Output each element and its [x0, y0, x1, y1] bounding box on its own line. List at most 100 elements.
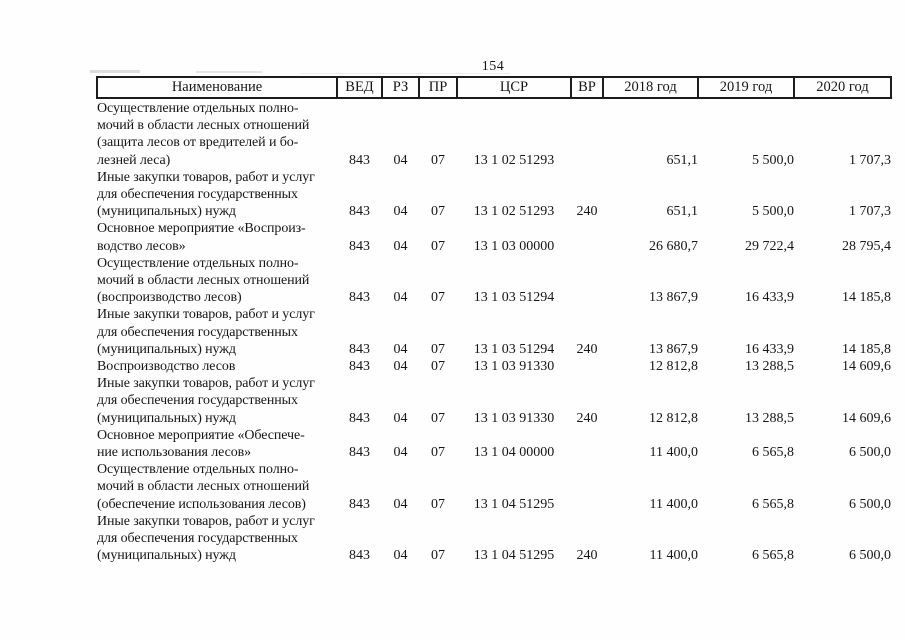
ved-cell: 843	[349, 341, 370, 357]
pr-cell: 07	[431, 204, 445, 220]
year-2019-cell: 16 433,9	[745, 290, 794, 306]
name-cell: Осуществление отдельных полно- мочий в о…	[97, 255, 310, 306]
column-header-2019: 2019 год	[697, 76, 795, 99]
year-2019-cell: 16 433,9	[745, 341, 794, 357]
csr-cell: 13 1 02 51293	[473, 204, 555, 220]
year-2019-cell: 13 288,5	[745, 410, 794, 426]
rz-cell: 04	[393, 445, 408, 461]
pr-cell: 07	[431, 445, 445, 461]
scan-artifact	[300, 73, 510, 74]
column-header-vr: ВР	[570, 76, 604, 99]
ved-cell: 843	[349, 204, 370, 220]
csr-cell: 13 1 04 00000	[473, 445, 555, 461]
table-row: Иные закупки товаров, работ и услуг для …	[97, 375, 891, 427]
table-row: Осуществление отдельных полно- мочий в о…	[97, 255, 891, 307]
year-2018-cell: 11 400,0	[649, 445, 698, 461]
csr-cell: 13 1 03 51294	[473, 341, 555, 357]
scan-artifact	[843, 97, 893, 99]
table-row: Иные закупки товаров, работ и услуг для …	[97, 169, 891, 221]
year-2019-cell: 6 565,8	[752, 445, 794, 461]
table-row: Воспроизводство лесов 843 04 07 13 1 03 …	[97, 358, 891, 375]
year-2020-cell: 6 500,0	[849, 445, 891, 461]
pr-cell: 07	[431, 548, 445, 564]
table-row: Иные закупки товаров, работ и услуг для …	[97, 306, 891, 358]
year-2018-cell: 12 812,8	[649, 359, 698, 375]
table-row: Осуществление отдельных полно- мочий в о…	[97, 461, 891, 513]
column-header-2018: 2018 год	[602, 76, 699, 99]
year-2020-cell: 1 707,3	[849, 204, 891, 220]
csr-cell: 13 1 03 00000	[473, 238, 555, 254]
table-row: Основное мероприятие «Обеспече- ние испо…	[97, 427, 891, 461]
ved-cell: 843	[349, 496, 370, 512]
pr-cell: 07	[431, 410, 445, 426]
vr-cell	[571, 427, 603, 461]
rz-cell: 04	[393, 204, 408, 220]
year-2020-cell: 6 500,0	[849, 496, 891, 512]
column-header-rz: РЗ	[381, 76, 420, 99]
rz-cell: 04	[393, 341, 408, 357]
rz-cell: 04	[393, 238, 408, 254]
rz-cell: 04	[393, 496, 408, 512]
budget-table-container: Наименование ВЕД РЗ ПР ЦСР ВР 2018 год 2…	[96, 76, 892, 564]
ved-cell: 843	[349, 152, 370, 168]
rz-cell: 04	[393, 359, 408, 375]
year-2020-cell: 6 500,0	[849, 548, 891, 564]
year-2018-cell: 26 680,7	[649, 238, 698, 254]
vr-cell	[571, 220, 603, 254]
scan-artifact	[196, 71, 262, 73]
csr-cell: 13 1 04 51295	[473, 548, 555, 564]
year-2018-cell: 13 867,9	[649, 290, 698, 306]
year-2020-cell: 14 185,8	[842, 290, 891, 306]
year-2018-cell: 11 400,0	[649, 496, 698, 512]
vr-cell: 240	[576, 548, 598, 564]
year-2018-cell: 651,1	[666, 152, 699, 168]
rz-cell: 04	[393, 290, 408, 306]
pr-cell: 07	[431, 238, 445, 254]
name-cell: Основное мероприятие «Воспроиз- водство …	[97, 221, 306, 254]
year-2020-cell: 14 609,6	[842, 359, 891, 375]
year-2018-cell: 651,1	[666, 204, 699, 220]
rz-cell: 04	[393, 548, 408, 564]
name-cell: Воспроизводство лесов	[97, 359, 236, 375]
year-2020-cell: 1 707,3	[849, 152, 891, 168]
vr-cell: 240	[576, 341, 598, 357]
vr-cell	[571, 98, 603, 169]
pr-cell: 07	[431, 359, 445, 375]
page-number: 154	[481, 59, 505, 74]
rz-cell: 04	[393, 410, 408, 426]
name-cell: Осуществление отдельных полно- мочий в о…	[97, 101, 310, 168]
table-row: Основное мероприятие «Воспроиз- водство …	[97, 220, 891, 254]
pr-cell: 07	[431, 341, 445, 357]
column-header-csr: ЦСР	[456, 76, 572, 99]
rz-cell: 04	[393, 152, 408, 168]
year-2019-cell: 29 722,4	[745, 238, 794, 254]
ved-cell: 843	[349, 359, 370, 375]
table-header-row: Наименование ВЕД РЗ ПР ЦСР ВР 2018 год 2…	[96, 76, 892, 99]
year-2018-cell: 13 867,9	[649, 341, 698, 357]
year-2020-cell: 14 609,6	[842, 410, 891, 426]
name-cell: Основное мероприятие «Обеспече- ние испо…	[97, 427, 305, 461]
name-cell: Иные закупки товаров, работ и услуг для …	[97, 513, 315, 564]
vr-cell	[571, 255, 603, 307]
column-header-ved: ВЕД	[336, 76, 383, 99]
year-2019-cell: 6 565,8	[752, 496, 794, 512]
budget-table: Наименование ВЕД РЗ ПР ЦСР ВР 2018 год 2…	[96, 76, 892, 564]
year-2018-cell: 12 812,8	[649, 410, 698, 426]
name-cell: Осуществление отдельных полно- мочий в о…	[97, 462, 310, 512]
year-2019-cell: 6 565,8	[752, 548, 794, 564]
csr-cell: 13 1 03 91330	[473, 359, 555, 375]
name-cell: Иные закупки товаров, работ и услуг для …	[97, 376, 315, 426]
year-2018-cell: 11 400,0	[649, 548, 698, 564]
year-2020-cell: 14 185,8	[842, 341, 891, 357]
scan-artifact	[90, 70, 140, 73]
column-header-2020: 2020 год	[793, 76, 892, 99]
csr-cell: 13 1 03 51294	[473, 290, 555, 306]
csr-cell: 13 1 04 51295	[473, 496, 555, 512]
year-2019-cell: 13 288,5	[745, 359, 794, 375]
year-2020-cell: 28 795,4	[842, 238, 891, 254]
csr-cell: 13 1 03 91330	[473, 410, 555, 426]
vr-cell: 240	[576, 204, 598, 220]
pr-cell: 07	[431, 496, 445, 512]
year-2019-cell: 5 500,0	[752, 152, 794, 168]
